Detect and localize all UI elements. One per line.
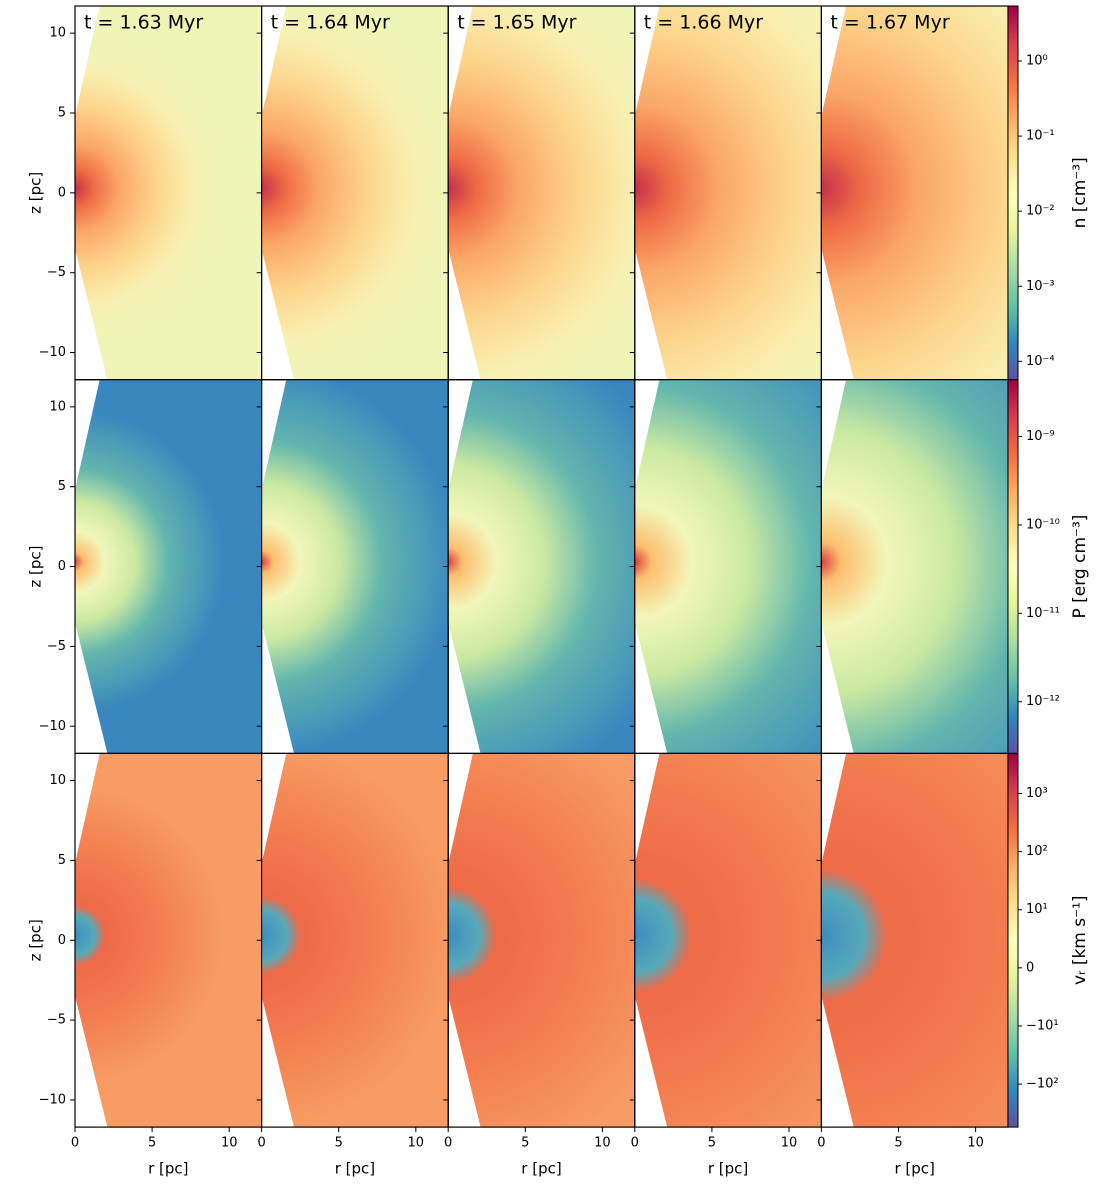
colorbar	[1007, 5, 1019, 381]
y-tick-label: 10	[49, 26, 66, 41]
time-label: t = 1.65 Myr	[457, 12, 576, 34]
colorbar	[1007, 752, 1019, 1128]
field-map	[448, 6, 635, 380]
y-tick-label: 0	[58, 933, 66, 948]
colorbar-tick-label: 10⁻³	[1026, 279, 1055, 294]
x-axis-label: r [pc]	[335, 1160, 375, 1178]
y-tick-label: 0	[58, 185, 66, 200]
colorbar-tick-label: 10⁻⁴	[1026, 354, 1055, 369]
y-tick-label: 5	[58, 479, 66, 494]
field-map	[448, 753, 635, 1128]
colorbar-tick-label: 10⁻²	[1026, 204, 1055, 219]
field-map	[634, 6, 822, 380]
field-map	[75, 6, 262, 380]
y-tick-label: 0	[58, 559, 66, 574]
x-tick-label: 0	[444, 1136, 452, 1151]
y-tick-label: −5	[47, 265, 66, 280]
field-map	[634, 753, 822, 1128]
x-tick-label: 5	[894, 1136, 902, 1151]
colorbar-label: n [cm⁻³]	[1070, 157, 1090, 228]
x-tick-label: 0	[257, 1136, 265, 1151]
y-tick-label: 5	[58, 853, 66, 868]
colorbar-tick-label: 10⁻⁹	[1026, 429, 1055, 444]
time-label: t = 1.67 Myr	[830, 12, 949, 34]
y-tick-label: −5	[47, 639, 66, 654]
colorbar-tick-label: 10³	[1026, 786, 1048, 801]
colorbar-tick-label: 0	[1026, 960, 1034, 975]
x-axis-label: r [pc]	[148, 1160, 188, 1178]
field-map	[75, 379, 262, 754]
x-tick-label: 5	[335, 1136, 343, 1151]
colorbar	[1007, 379, 1019, 754]
y-tick-label: −5	[47, 1013, 66, 1028]
x-tick-label: 10	[781, 1136, 798, 1151]
x-tick-label: 10	[408, 1136, 425, 1151]
colorbar-tick-label: 10⁻¹	[1026, 129, 1055, 144]
x-tick-label: 0	[817, 1136, 825, 1151]
field-map	[821, 379, 1008, 754]
y-tick-label: 10	[49, 773, 66, 788]
colorbar-label: vᵣ [km s⁻¹]	[1070, 895, 1090, 985]
colorbar-tick-label: 10²	[1026, 844, 1048, 859]
x-axis-label: r [pc]	[521, 1160, 561, 1178]
field-map	[448, 379, 635, 754]
x-tick-label: 10	[594, 1136, 611, 1151]
field-map	[821, 753, 1008, 1128]
field-map	[75, 753, 262, 1128]
x-tick-label: 5	[148, 1136, 156, 1151]
y-axis-label: z [pc]	[27, 919, 45, 961]
colorbar-tick-label: −10²	[1026, 1077, 1059, 1092]
field-map	[634, 379, 822, 754]
time-label: t = 1.63 Myr	[84, 12, 203, 34]
time-label: t = 1.66 Myr	[644, 12, 763, 34]
x-tick-label: 10	[967, 1136, 984, 1151]
field-map	[261, 379, 449, 754]
colorbar-tick-label: −10¹	[1026, 1018, 1059, 1033]
colorbar-label: P [erg cm⁻³]	[1070, 515, 1090, 619]
y-tick-label: 5	[58, 105, 66, 120]
x-tick-label: 5	[708, 1136, 716, 1151]
y-tick-label: 10	[49, 399, 66, 414]
x-tick-label: 0	[71, 1136, 79, 1151]
field-map	[261, 6, 449, 380]
field-map	[261, 753, 449, 1128]
colorbar-tick-label: 10¹	[1026, 902, 1048, 917]
y-axis-label: z [pc]	[27, 545, 45, 587]
colorbar-tick-label: 10⁻¹²	[1026, 694, 1060, 709]
x-tick-label: 10	[221, 1136, 238, 1151]
x-tick-label: 0	[631, 1136, 639, 1151]
x-tick-label: 5	[521, 1136, 529, 1151]
time-label: t = 1.64 Myr	[271, 12, 390, 34]
y-axis-label: z [pc]	[27, 172, 45, 214]
y-tick-label: −10	[39, 1092, 66, 1107]
y-tick-label: −10	[39, 345, 66, 360]
field-map	[821, 6, 1008, 380]
x-axis-label: r [pc]	[894, 1160, 934, 1178]
colorbar-tick-label: 10⁰	[1026, 53, 1048, 68]
y-tick-label: −10	[39, 719, 66, 734]
colorbar-tick-label: 10⁻¹¹	[1026, 606, 1060, 621]
colorbar-tick-label: 10⁻¹⁰	[1026, 517, 1060, 532]
x-axis-label: r [pc]	[708, 1160, 748, 1178]
